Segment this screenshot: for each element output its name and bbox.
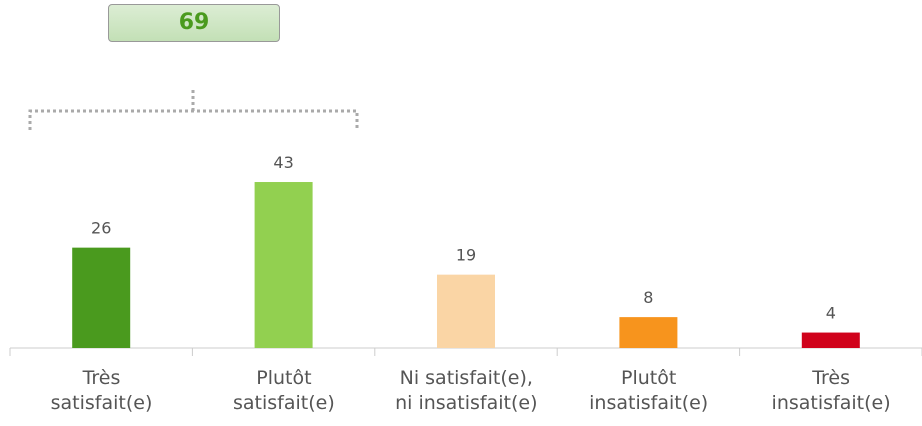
bracket (28, 90, 359, 130)
bar (254, 182, 313, 348)
x-tick-label: Très insatisfait(e) (771, 367, 891, 414)
value-label: 4 (826, 304, 836, 323)
value-label: 8 (643, 288, 653, 307)
bar (437, 274, 495, 348)
group-total: 69 (108, 4, 280, 42)
bar (801, 332, 860, 348)
bar (619, 317, 678, 348)
x-tick-label: Très satisfait(e) (50, 367, 153, 414)
x-tick-label: Plutôt satisfait(e) (233, 367, 335, 414)
x-tick-label: Ni satisfait(e), ni insatisfait(e) (395, 367, 538, 414)
value-label: 43 (273, 153, 293, 172)
x-tick-label: Plutôt insatisfait(e) (589, 367, 709, 414)
value-label: 19 (456, 246, 476, 265)
value-label: 26 (91, 219, 111, 238)
bar (72, 247, 131, 348)
